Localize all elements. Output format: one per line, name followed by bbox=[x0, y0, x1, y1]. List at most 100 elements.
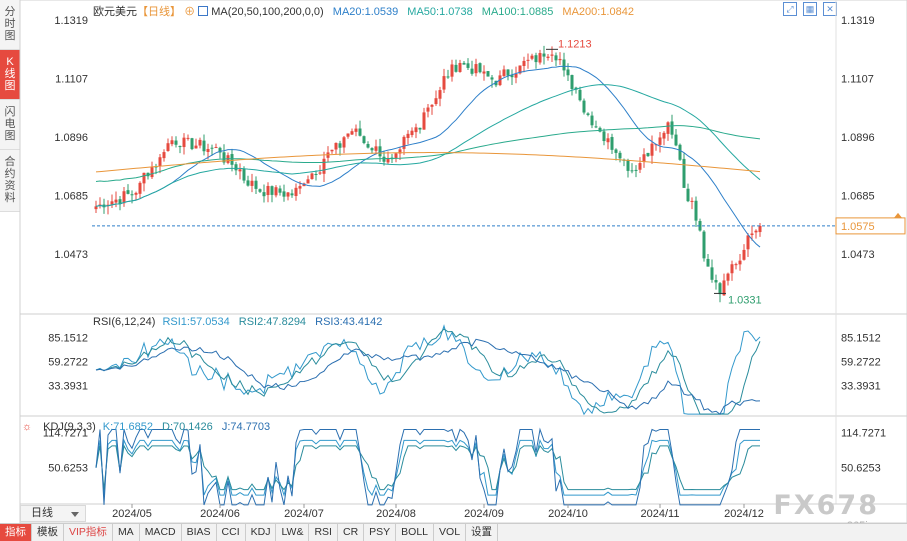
candle-body bbox=[218, 147, 222, 153]
candle-body bbox=[434, 98, 438, 105]
candle-body bbox=[426, 107, 430, 112]
candle-body bbox=[530, 55, 534, 59]
candle-body bbox=[442, 76, 446, 90]
x-axis-label: 2024/07 bbox=[284, 508, 324, 520]
indicator-tab[interactable]: 指标 bbox=[0, 524, 32, 541]
candle-body bbox=[250, 180, 254, 186]
candle-body bbox=[518, 65, 522, 74]
ma50-line bbox=[95, 84, 761, 207]
kline-chart-svg: 1.1319 1.1319 1.1107 1.1107 1.0896 1.0896 1.06… bbox=[19, 0, 907, 523]
sun-icon[interactable]: ☼ bbox=[22, 421, 33, 433]
price-tick-right: 1.1319 bbox=[841, 15, 875, 27]
candle-body bbox=[330, 149, 334, 152]
candle-body bbox=[358, 128, 362, 136]
rsi-tick-left: 59.2722 bbox=[48, 356, 88, 368]
ma-toggle-icon[interactable] bbox=[198, 6, 209, 16]
indicator-tab[interactable]: VOL bbox=[434, 524, 467, 541]
x-axis-label: 2024/10 bbox=[548, 508, 588, 520]
candle-body bbox=[242, 168, 246, 181]
indicator-tab[interactable]: VIP指标 bbox=[64, 524, 113, 541]
sidebar-tab-timeshare[interactable]: 分时图 bbox=[0, 0, 20, 50]
ma200-value: MA200:1.0842 bbox=[562, 6, 634, 18]
candle-body bbox=[342, 137, 346, 148]
candle-body bbox=[402, 136, 406, 149]
candle-body bbox=[382, 156, 386, 162]
candle-body bbox=[550, 54, 554, 56]
candle-body bbox=[746, 235, 750, 250]
rsi1-value: RSI1:57.0534 bbox=[162, 316, 230, 328]
candles-group bbox=[94, 45, 762, 303]
period-selector[interactable]: 日线 bbox=[20, 505, 86, 522]
indicator-tab[interactable]: MACD bbox=[140, 524, 182, 541]
symbol-name: 欧元美元 bbox=[93, 6, 137, 18]
indicator-tab[interactable]: CR bbox=[338, 524, 365, 541]
current-price-label: 1.0575 bbox=[841, 221, 875, 233]
sidebar-tab-contract-info[interactable]: 合约资料 bbox=[0, 150, 20, 212]
settings-icon[interactable]: ⊕ bbox=[184, 6, 196, 18]
indicator-tab[interactable]: RSI bbox=[309, 524, 338, 541]
candle-body bbox=[714, 280, 718, 283]
candle-body bbox=[594, 126, 598, 128]
candle-body bbox=[462, 62, 466, 65]
price-tick-left: 1.1319 bbox=[54, 15, 88, 27]
candle-body bbox=[478, 63, 482, 73]
period-selector-label: 日线 bbox=[31, 507, 53, 519]
sidebar-tab-flash[interactable]: 闪电图 bbox=[0, 100, 20, 150]
indicator-tab[interactable]: CCI bbox=[217, 524, 246, 541]
candle-body bbox=[94, 206, 98, 210]
candle-body bbox=[674, 134, 678, 146]
candle-body bbox=[118, 199, 122, 205]
candle-body bbox=[754, 230, 758, 233]
candle-body bbox=[410, 130, 414, 136]
candle-body bbox=[566, 69, 570, 76]
indicator-tab[interactable]: BOLL bbox=[396, 524, 435, 541]
candle-body bbox=[190, 138, 194, 150]
candle-body bbox=[570, 75, 574, 90]
kdj-header: ☼ KDJ(9,3,3) K:71.6852 D:70.1426 J:74.77… bbox=[22, 421, 270, 433]
candle-body bbox=[582, 100, 586, 113]
indicator-tab[interactable]: LW& bbox=[276, 524, 310, 541]
candle-body bbox=[202, 140, 206, 152]
j-line bbox=[95, 427, 760, 506]
indicator-tab[interactable]: KDJ bbox=[246, 524, 277, 541]
candle-body bbox=[310, 173, 314, 179]
indicator-tab[interactable]: MA bbox=[113, 524, 140, 541]
indicator-tab[interactable]: BIAS bbox=[182, 524, 217, 541]
candle-body bbox=[454, 64, 458, 72]
candle-body bbox=[194, 145, 198, 149]
candle-body bbox=[470, 68, 474, 74]
candle-body bbox=[542, 53, 546, 57]
expand-icon[interactable]: ⤢ bbox=[783, 2, 797, 16]
candle-body bbox=[722, 280, 726, 296]
candle-body bbox=[314, 174, 318, 176]
ma100-value: MA100:1.0885 bbox=[481, 6, 554, 18]
rsi-tick-right: 33.3931 bbox=[841, 380, 881, 392]
ma20-value: MA20:1.0539 bbox=[332, 6, 399, 18]
candle-body bbox=[514, 73, 518, 78]
price-tick-right: 1.1107 bbox=[841, 74, 874, 86]
indicator-tab[interactable]: 设置 bbox=[466, 524, 499, 541]
candle-body bbox=[346, 133, 350, 137]
grid-icon[interactable]: ▦ bbox=[803, 2, 817, 16]
candle-body bbox=[610, 137, 614, 150]
candle-body bbox=[214, 147, 218, 149]
candle-body bbox=[666, 122, 670, 134]
candle-body bbox=[234, 164, 238, 171]
candle-body bbox=[734, 264, 738, 266]
candle-body bbox=[522, 60, 526, 67]
candle-body bbox=[742, 249, 746, 260]
candle-body bbox=[122, 191, 126, 204]
candle-body bbox=[406, 133, 410, 138]
sidebar-tab-label: 合约资料 bbox=[4, 156, 16, 204]
candle-body bbox=[142, 172, 146, 184]
candle-body bbox=[686, 188, 690, 202]
candle-body bbox=[710, 267, 714, 280]
candle-body bbox=[634, 169, 638, 171]
sidebar-tab-label: 闪电图 bbox=[4, 106, 16, 142]
candle-body bbox=[246, 180, 250, 186]
indicator-tab[interactable]: 模板 bbox=[32, 524, 64, 541]
indicator-tab[interactable]: PSY bbox=[364, 524, 397, 541]
